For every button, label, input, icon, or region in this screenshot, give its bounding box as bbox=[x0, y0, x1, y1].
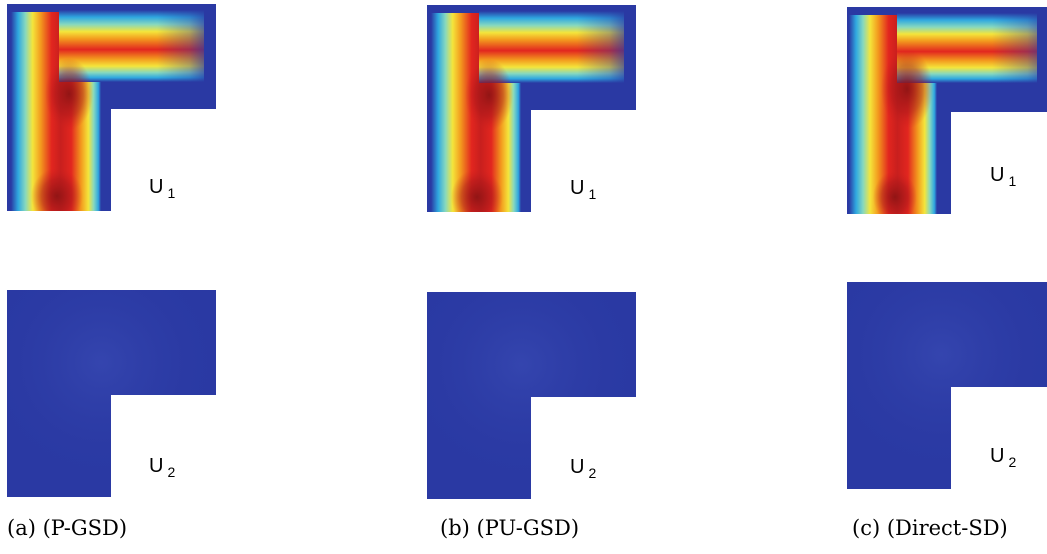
u1-field-pu-gsd bbox=[427, 5, 636, 212]
u2-field-p-gsd bbox=[7, 290, 216, 497]
subfigure-caption-b: (b) (PU-GSD) bbox=[440, 516, 580, 540]
subfigure-caption-c: (c) (Direct-SD) bbox=[852, 516, 1008, 540]
u2-field-direct-sd bbox=[847, 282, 1047, 489]
u1-field-p-gsd bbox=[7, 4, 216, 211]
u2-field-pu-gsd bbox=[427, 292, 636, 499]
u1-field-direct-sd bbox=[847, 7, 1047, 214]
subfigure-caption-a: (a) (P-GSD) bbox=[7, 516, 128, 540]
